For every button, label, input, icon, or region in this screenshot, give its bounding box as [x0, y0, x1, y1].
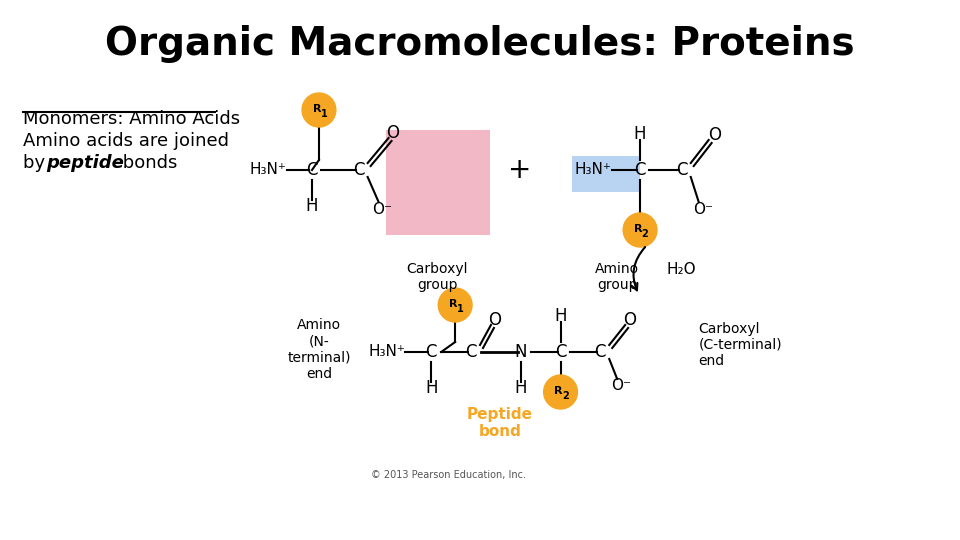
Text: +: +: [508, 156, 532, 184]
Text: O: O: [624, 311, 636, 329]
Text: 1: 1: [457, 304, 464, 314]
Text: N: N: [515, 343, 527, 361]
Text: © 2013 Pearson Education, Inc.: © 2013 Pearson Education, Inc.: [371, 470, 526, 480]
Text: O⁻: O⁻: [612, 379, 631, 394]
Text: H₂O: H₂O: [667, 262, 697, 278]
Text: H: H: [425, 379, 438, 397]
Text: Carboxyl
group: Carboxyl group: [406, 262, 468, 292]
Text: 2: 2: [563, 391, 569, 401]
Text: by: by: [23, 154, 51, 172]
Text: H₃N⁺: H₃N⁺: [369, 345, 405, 360]
Text: O: O: [386, 124, 399, 142]
Text: Organic Macromolecules: Proteins: Organic Macromolecules: Proteins: [106, 25, 854, 63]
Text: C: C: [676, 161, 687, 179]
Text: H: H: [634, 125, 646, 143]
Text: O: O: [489, 311, 501, 329]
Text: H: H: [554, 307, 566, 325]
Text: C: C: [466, 343, 477, 361]
Text: C: C: [594, 343, 606, 361]
Text: bonds: bonds: [117, 154, 178, 172]
Circle shape: [623, 213, 657, 247]
Text: R: R: [449, 299, 457, 309]
Text: Amino
group: Amino group: [595, 262, 639, 292]
Text: 1: 1: [321, 109, 327, 119]
FancyBboxPatch shape: [572, 156, 640, 192]
Text: Monomers: Amino Acids: Monomers: Amino Acids: [23, 110, 240, 128]
Text: R: R: [554, 386, 563, 396]
Text: Carboxyl
(C-terminal)
end: Carboxyl (C-terminal) end: [699, 322, 782, 368]
Text: H₃N⁺: H₃N⁺: [250, 163, 286, 178]
Text: H: H: [305, 197, 319, 215]
FancyArrowPatch shape: [632, 247, 645, 291]
Text: C: C: [425, 343, 437, 361]
Text: C: C: [353, 161, 365, 179]
Text: Amino
(N-
terminal)
end: Amino (N- terminal) end: [287, 318, 350, 381]
Text: C: C: [635, 161, 646, 179]
Text: Amino acids are joined: Amino acids are joined: [23, 132, 228, 150]
Text: Peptide
bond: Peptide bond: [467, 407, 533, 440]
Text: R: R: [313, 104, 322, 114]
Text: C: C: [555, 343, 566, 361]
Text: C: C: [306, 161, 318, 179]
Text: R: R: [634, 224, 642, 234]
Text: H₃N⁺: H₃N⁺: [574, 163, 612, 178]
Circle shape: [543, 375, 577, 409]
Text: O⁻: O⁻: [693, 202, 712, 218]
Text: O⁻: O⁻: [372, 202, 393, 218]
Text: O: O: [708, 126, 721, 144]
Circle shape: [439, 288, 472, 322]
Circle shape: [302, 93, 336, 127]
Text: peptide: peptide: [46, 154, 125, 172]
Text: H: H: [515, 379, 527, 397]
Text: 2: 2: [641, 229, 648, 239]
FancyBboxPatch shape: [386, 130, 490, 235]
